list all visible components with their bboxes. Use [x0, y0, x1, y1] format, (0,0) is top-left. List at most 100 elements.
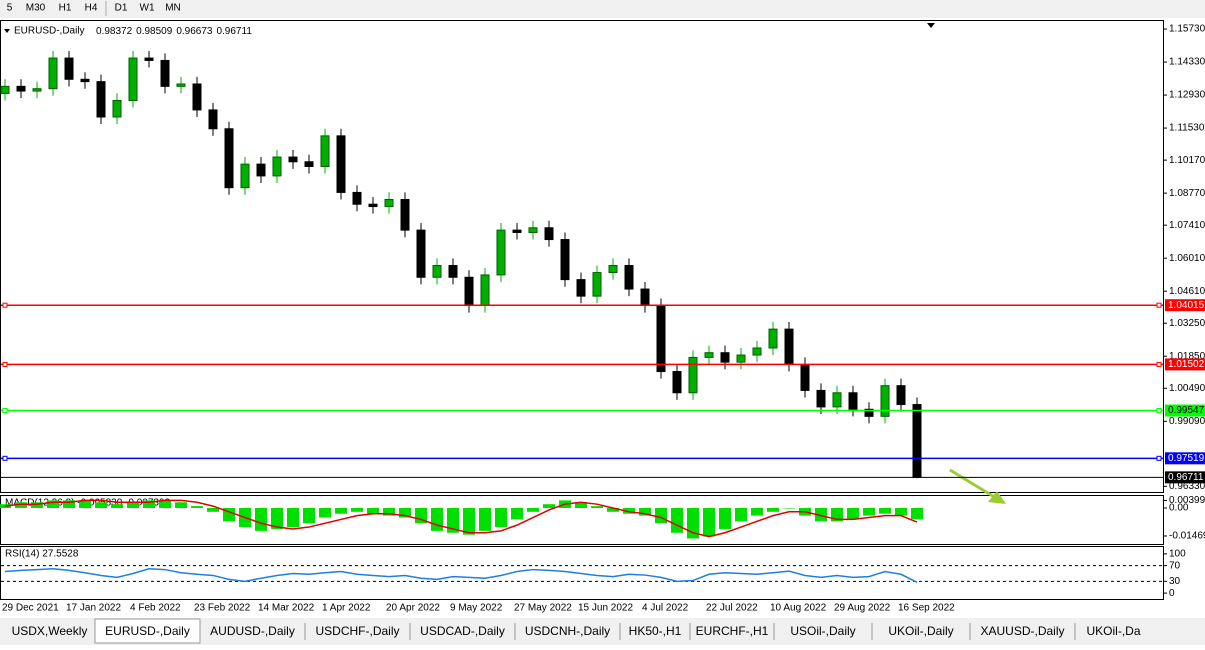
timeframe-button[interactable]: H4 [85, 3, 98, 14]
y-tick-label: 1.08770 [1169, 188, 1205, 199]
x-tick-label: 17 Jan 2022 [66, 603, 121, 614]
candle-body [368, 203, 378, 208]
rsi-panel [0, 546, 1164, 600]
tab[interactable]: EURUSD-,Daily [105, 624, 190, 638]
timeframe-button[interactable]: W1 [140, 3, 155, 14]
level-handle [1156, 361, 1162, 367]
candle-body [912, 404, 922, 478]
macd-bar [543, 504, 555, 508]
macd-bar [255, 508, 267, 531]
macd-bar [271, 508, 283, 529]
candle-body [752, 347, 762, 356]
candle-body [0, 85, 10, 94]
candle-body [208, 109, 218, 130]
candle-body [240, 163, 250, 189]
y-tick-label: -0.01469 [1169, 531, 1205, 542]
y-tick-label: 1.01850 [1169, 351, 1205, 362]
y-tick-label: 1.03250 [1169, 318, 1205, 329]
tab[interactable]: USDCAD-,Daily [420, 624, 505, 638]
tab[interactable]: XAUUSD-,Daily [980, 624, 1064, 638]
macd-bar [911, 508, 923, 520]
macd-bar [367, 508, 379, 514]
y-tick-label: 1.12930 [1169, 90, 1205, 101]
macd-bar [783, 508, 795, 509]
macd-bar [319, 508, 331, 518]
tab[interactable]: USDCNH-,Daily [525, 624, 610, 638]
macd-bar [207, 508, 219, 512]
macd-bar [575, 502, 587, 508]
candle-body [672, 371, 682, 394]
ohlc-value: 0.98372 [96, 26, 133, 37]
macd-bar [671, 508, 683, 533]
tab[interactable]: EURCHF-,H1 [696, 624, 769, 638]
x-tick-label: 14 Mar 2022 [258, 603, 315, 614]
candle-body [832, 392, 842, 408]
candle-body [896, 385, 906, 406]
y-tick-label: 1.06010 [1169, 253, 1205, 264]
level-label-box [1165, 358, 1205, 371]
tab-bar [0, 618, 1205, 645]
candle-body [80, 78, 90, 83]
macd-bar [463, 508, 475, 535]
macd-bar [863, 508, 875, 516]
macd-bar [719, 508, 731, 529]
x-tick-label: 29 Dec 2021 [2, 603, 59, 614]
y-tick-label: 100 [1169, 549, 1186, 560]
level-label-box [1165, 471, 1205, 484]
x-tick-label: 22 Jul 2022 [706, 603, 758, 614]
level-handle [1156, 302, 1162, 308]
macd-bar [127, 502, 139, 508]
macd-bar [383, 508, 395, 516]
shift-marker [927, 23, 935, 28]
tab[interactable]: USOil-,Daily [790, 624, 855, 638]
tab[interactable]: USDCHF-,Daily [316, 624, 400, 638]
candle-body [880, 385, 890, 417]
macd-bar [591, 506, 603, 508]
indicator-title: RSI(14) 27.5528 [5, 549, 79, 560]
timeframe-button[interactable]: D1 [115, 3, 128, 14]
macd-bar [655, 508, 667, 524]
level-handle [2, 408, 8, 414]
y-tick-label: 0.00399 [1169, 495, 1205, 506]
tab[interactable]: AUDUSD-,Daily [210, 624, 295, 638]
candle-body [144, 57, 154, 61]
level-label: 1.01502 [1168, 359, 1205, 370]
timeframe-button[interactable]: M30 [26, 3, 46, 14]
candle-body [16, 85, 26, 92]
macd-bar [159, 500, 171, 508]
candle-body [624, 264, 634, 290]
x-tick-label: 4 Feb 2022 [130, 603, 181, 614]
y-tick-label: 0.96330 [1169, 481, 1205, 492]
candle-body [64, 57, 74, 80]
candle-body [96, 81, 106, 118]
timeframe-button[interactable]: 5 [7, 3, 13, 14]
y-tick-label: 0 [1169, 588, 1175, 599]
ohlc-value: 0.98509 [136, 26, 173, 37]
candle-body [48, 57, 58, 90]
candle-body [432, 264, 442, 278]
tab[interactable]: HK50-,H1 [629, 624, 682, 638]
tab[interactable]: USDX,Weekly [12, 624, 88, 638]
y-tick-label: 70 [1169, 560, 1181, 571]
candle-body [352, 191, 362, 205]
x-tick-label: 15 Jun 2022 [578, 603, 633, 614]
macd-bar [191, 506, 203, 508]
y-tick-label: 1.10170 [1169, 155, 1205, 166]
candle-body [720, 352, 730, 363]
macd-panel [0, 495, 1164, 545]
candle-body [112, 99, 122, 118]
menu-arrow [4, 29, 10, 33]
timeframe-button[interactable]: MN [165, 3, 181, 14]
timeframe-button[interactable]: H1 [59, 3, 72, 14]
candle-body [560, 239, 570, 281]
macd-bar [303, 508, 315, 524]
tab[interactable]: UKOil-,Daily [888, 624, 953, 638]
candle-body [800, 363, 810, 391]
trend-arrow [949, 468, 1006, 504]
macd-bar [879, 508, 891, 514]
y-tick-label: 1.14330 [1169, 57, 1205, 68]
level-label-box [1165, 404, 1205, 417]
tab[interactable]: UKOil-,Da [1086, 624, 1140, 638]
y-tick-label: 1.15730 [1169, 24, 1205, 35]
macd-bar [751, 508, 763, 516]
